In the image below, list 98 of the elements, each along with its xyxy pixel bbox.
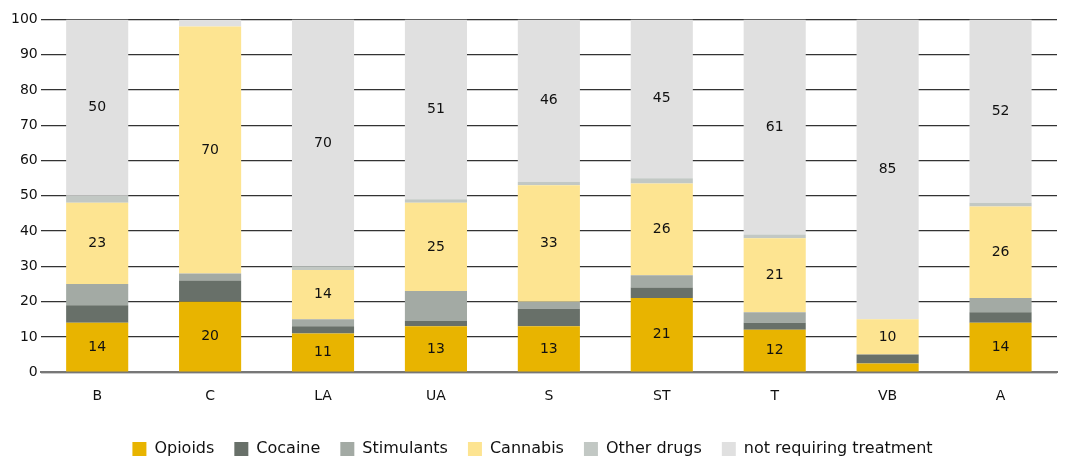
bar xyxy=(179,26,242,274)
data-label: 50 xyxy=(88,98,107,115)
data-label: 14 xyxy=(88,337,107,354)
y-tick-label: 0 xyxy=(28,362,38,379)
bar xyxy=(404,326,467,372)
bar xyxy=(291,319,355,327)
data-label: 12 xyxy=(765,341,784,358)
data-label: 11 xyxy=(314,343,332,360)
bar xyxy=(66,202,129,284)
bar xyxy=(291,266,355,270)
data-label: 21 xyxy=(652,325,671,342)
data-label: 23 xyxy=(88,234,107,251)
bar xyxy=(630,19,693,179)
data-label: 21 xyxy=(765,265,784,282)
bar xyxy=(856,363,919,372)
bar xyxy=(66,322,129,372)
bar xyxy=(743,238,806,313)
bar xyxy=(517,308,580,327)
y-tick-label: 90 xyxy=(19,45,38,62)
bar xyxy=(66,284,129,306)
x-tick-label: A xyxy=(995,387,1006,404)
bar xyxy=(517,301,580,309)
bar xyxy=(517,19,580,182)
bar xyxy=(743,329,806,372)
legend-label: Other drugs xyxy=(605,438,702,458)
x-tick-label: B xyxy=(92,387,102,404)
bar xyxy=(66,195,129,203)
bar xyxy=(969,322,1032,372)
legend-label: Cocaine xyxy=(256,438,321,458)
data-label: 20 xyxy=(201,327,220,344)
x-tick-label: C xyxy=(205,387,216,404)
bar xyxy=(517,326,580,372)
data-label: 52 xyxy=(991,101,1010,118)
data-label: 33 xyxy=(539,234,558,251)
data-label: 45 xyxy=(652,89,671,106)
y-tick-label: 20 xyxy=(19,292,38,309)
bar xyxy=(743,322,806,330)
bar xyxy=(404,199,467,203)
y-tick-label: 70 xyxy=(19,115,38,132)
bar xyxy=(969,206,1032,299)
bar xyxy=(969,298,1032,313)
y-tick-label: 60 xyxy=(19,151,38,168)
data-label: 13 xyxy=(427,339,445,356)
data-label: 51 xyxy=(427,100,445,116)
bar xyxy=(630,183,693,276)
bar xyxy=(404,321,467,327)
bar xyxy=(856,19,919,320)
bar xyxy=(179,301,242,372)
legend-label: not requiring treatment xyxy=(743,438,933,458)
bar xyxy=(66,19,129,196)
x-tick-label: ST xyxy=(653,387,671,404)
x-tick-label: VB xyxy=(878,387,898,404)
data-label: 70 xyxy=(201,140,220,157)
bar xyxy=(291,326,355,334)
legend-label: Stimulants xyxy=(362,438,448,458)
data-label: 46 xyxy=(539,91,558,108)
y-tick-label: 80 xyxy=(19,80,38,97)
bar xyxy=(291,269,355,320)
data-label: 10 xyxy=(878,327,897,344)
bar xyxy=(743,19,806,235)
bar xyxy=(404,291,467,322)
y-tick-label: 40 xyxy=(19,221,38,238)
bar xyxy=(179,273,242,281)
bar xyxy=(517,185,580,302)
x-tick-label: UA xyxy=(426,387,447,404)
data-label: 26 xyxy=(991,242,1010,259)
bar xyxy=(969,312,1032,323)
data-label: 14 xyxy=(314,285,333,302)
bar xyxy=(291,333,355,372)
y-tick-label: 100 xyxy=(10,10,38,27)
bar xyxy=(291,19,355,267)
bar xyxy=(404,19,467,200)
y-tick-label: 10 xyxy=(19,327,38,344)
data-label: 61 xyxy=(765,117,784,134)
bar xyxy=(630,275,693,288)
bar xyxy=(404,202,467,292)
bar xyxy=(630,298,693,372)
data-label: 26 xyxy=(652,219,671,236)
bar xyxy=(743,312,806,323)
x-tick-label: T xyxy=(769,387,780,404)
data-label: 13 xyxy=(539,339,558,356)
bar xyxy=(630,287,693,299)
y-tick-label: 30 xyxy=(19,257,38,273)
bar xyxy=(66,305,129,323)
y-tick-label: 50 xyxy=(19,186,38,203)
data-label: 25 xyxy=(427,237,445,254)
bar xyxy=(179,280,242,302)
bar xyxy=(856,354,919,364)
x-tick-label: LA xyxy=(314,387,333,404)
bar xyxy=(969,19,1032,203)
bar xyxy=(630,178,693,184)
data-label: 85 xyxy=(878,159,897,176)
x-tick-label: S xyxy=(544,387,554,404)
data-label: 14 xyxy=(991,337,1010,354)
data-label: 70 xyxy=(314,133,332,150)
bar xyxy=(856,319,919,355)
legend-label: Opioids xyxy=(154,438,215,458)
legend-label: Cannabis xyxy=(489,438,564,458)
